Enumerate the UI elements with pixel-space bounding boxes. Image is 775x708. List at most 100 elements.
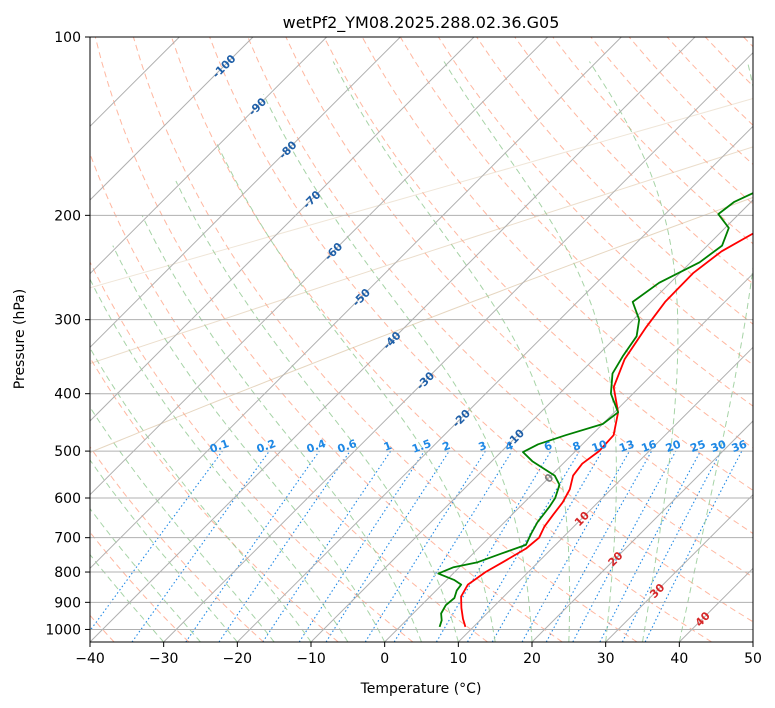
- mixing-ratio-label: 2: [441, 439, 453, 454]
- x-tick-label: 0: [380, 651, 389, 667]
- moist-adiabat-line: [90, 507, 201, 642]
- mixing-ratio-label: 1: [382, 439, 394, 454]
- plot-area: [90, 37, 753, 642]
- isotherm-line: [90, 37, 549, 496]
- mixing-ratio-label: 0.2: [255, 437, 278, 456]
- dry-adiabat-line: [437, 37, 753, 366]
- lcl-curve: [90, 146, 753, 365]
- dry-adiabat-line: [514, 37, 753, 285]
- mixing-ratio-label: 0.6: [336, 437, 359, 456]
- x-axis-label: Temperature (°C): [360, 681, 482, 697]
- moist-adiabat-line: [332, 61, 571, 642]
- mixing-ratio-line: [90, 450, 223, 632]
- dry-adiabat-line: [590, 37, 753, 205]
- plot-frame: [89, 36, 754, 643]
- isotherm-line: [90, 37, 696, 642]
- isotherm-line: [90, 37, 622, 570]
- moist-adiabat-line: [112, 245, 386, 642]
- y-tick-label: 900: [54, 595, 81, 611]
- mixing-ratio-line: [325, 450, 450, 642]
- moist-adiabat-line: [141, 215, 422, 642]
- mixing-ratio-line: [572, 450, 677, 642]
- y-tick-label: 1000: [45, 622, 81, 638]
- mixing-ratio-line: [521, 450, 630, 642]
- moist-adiabat-line: [588, 61, 679, 642]
- isotherm-line: [531, 420, 753, 642]
- series-layer: [437, 192, 753, 628]
- mixing-ratio-label: 1.5: [410, 437, 433, 456]
- mixing-ratio-label: 10: [590, 438, 609, 456]
- mixing-ratio-label: 30: [709, 438, 728, 456]
- isotherm-label: 10: [572, 509, 592, 529]
- isotherm-line: [384, 272, 753, 642]
- moist-adiabat-line: [90, 406, 275, 642]
- x-tick-label: −20: [223, 651, 253, 667]
- dry-adiabat-line: [704, 37, 753, 87]
- mixing-ratio-line: [599, 450, 701, 642]
- y-tick-label: 600: [54, 491, 81, 507]
- moist-adiabat-line: [175, 180, 459, 642]
- mixing-ratio-line: [364, 450, 486, 642]
- isotherm-line: [605, 493, 753, 642]
- y-tick-label: 500: [54, 444, 81, 460]
- mixing-ratio-label: 36: [730, 438, 749, 456]
- isotherm-line: [163, 51, 753, 642]
- dry-adiabat-line: [90, 356, 339, 642]
- mixing-ratio-line: [435, 450, 552, 642]
- mixing-ratio-label: 0.1: [208, 437, 231, 456]
- dry-adiabat-line: [171, 37, 712, 642]
- moist-adiabat-line: [678, 61, 753, 642]
- dry-adiabat-line: [666, 37, 753, 126]
- x-tick-label: 10: [449, 651, 467, 667]
- y-tick-label: 200: [54, 208, 81, 224]
- axes-layer: −40 −30 −20 −10 0 10 20 30 40 50 1000 900 800 700 600 5…: [45, 30, 762, 667]
- mixing-ratio-line: [131, 450, 270, 642]
- dry-adiabat-line: [90, 152, 488, 642]
- dewpoint-profile-line: [437, 192, 753, 628]
- x-tick-label: 30: [597, 651, 615, 667]
- y-tick-label: 300: [54, 313, 81, 329]
- isotherm-line: [310, 199, 753, 642]
- mixing-ratio-line: [298, 450, 425, 642]
- mixing-ratio-line: [393, 450, 513, 642]
- temperature-profile-line: [460, 232, 753, 628]
- isotherm-line: [752, 641, 753, 642]
- y-axis-label: Pressure (hPa): [12, 289, 28, 389]
- mixing-ratio-label: 16: [640, 438, 659, 456]
- mixing-ratio-line: [644, 450, 743, 642]
- mixing-ratio-label: 4: [503, 439, 515, 454]
- x-tick-label: −40: [75, 651, 105, 667]
- mixing-ratio-label: 3: [477, 439, 489, 454]
- dry-adiabat-line: [552, 37, 753, 245]
- isotherm-line: [678, 567, 753, 642]
- moist-adiabat-line: [90, 278, 349, 642]
- mixing-ratio-label: 8: [571, 439, 583, 454]
- moist-adiabat-line: [263, 94, 533, 642]
- dry-adiabat-line: [90, 531, 190, 642]
- moist-adiabat-line: [90, 347, 312, 642]
- dry-adiabat-line: [247, 37, 753, 578]
- isotherm-line: [236, 125, 753, 642]
- x-tick-label: −10: [296, 651, 326, 667]
- mixing-ratio-label: 20: [664, 438, 683, 456]
- isotherm-line: [90, 37, 254, 201]
- mixing-ratio-label: 25: [689, 438, 708, 455]
- dry-adiabat-line: [323, 37, 753, 491]
- line-labels-layer: 0.1 0.2 0.4 0.6 1 1.5 2 3 4 6 8 10 13 16 20 25 30 36-100-…: [208, 52, 749, 629]
- dry-adiabat-line: [94, 37, 563, 642]
- isotherm-label: -100: [210, 52, 239, 81]
- x-tick-label: 50: [744, 651, 762, 667]
- mixing-ratio-label: 6: [542, 439, 554, 454]
- isotherm-line: [90, 37, 328, 275]
- dry-adiabat-line: [90, 260, 414, 642]
- isotherm-line: [457, 346, 753, 642]
- lcl-curve: [90, 196, 753, 453]
- mixing-ratio-line: [185, 450, 320, 642]
- lcl-curve: [90, 97, 753, 289]
- mixing-ratio-line: [262, 450, 392, 642]
- x-tick-label: −30: [149, 651, 179, 667]
- dry-adiabat-line: [285, 37, 753, 535]
- mixing-ratio-line: [218, 450, 351, 642]
- dry-adiabat-line: [476, 37, 753, 325]
